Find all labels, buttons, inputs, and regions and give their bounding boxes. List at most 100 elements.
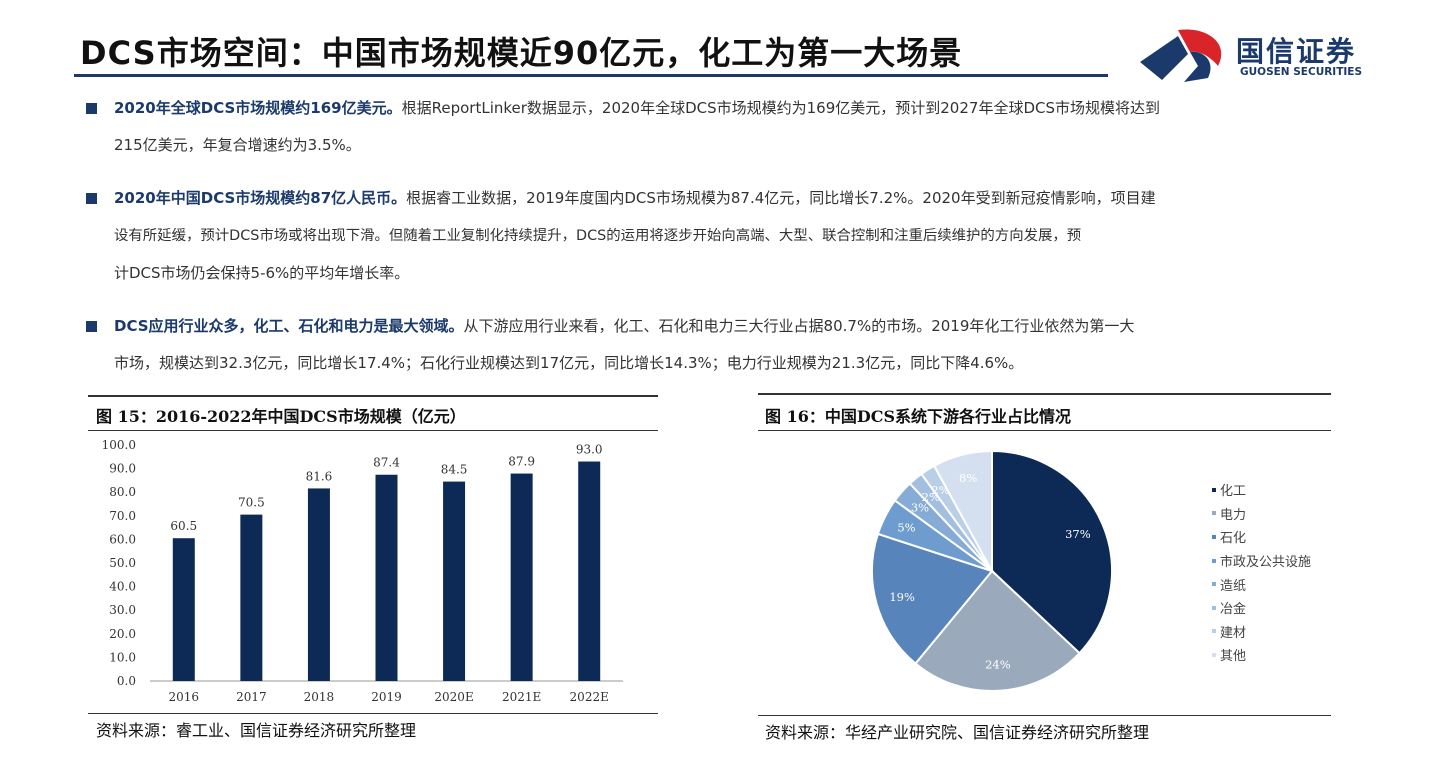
figure16-title: 图 16：中国DCS系统下游各行业占比情况 <box>765 407 1072 426</box>
legend-item: 电力 <box>1212 502 1311 526</box>
legend-swatch <box>1212 629 1216 634</box>
y-tick-label: 90.0 <box>109 462 136 476</box>
legend-item: 市政及公共设施 <box>1212 549 1311 573</box>
bar <box>240 514 263 681</box>
pie-slice <box>991 449 1113 655</box>
bullet-marker <box>86 321 97 332</box>
legend-swatch <box>1212 534 1216 539</box>
legend-label: 造纸 <box>1220 578 1247 594</box>
paragraph-line: 根据睿工业数据，2019年度国内DCS市场规模为87.4亿元，同比增长7.2%。… <box>406 189 1156 207</box>
pie-slice-label: 37% <box>1065 527 1091 541</box>
paragraph-applications: DCS应用行业众多，化工、石化和电力是最大领域。从下游应用行业来看，化工、石化和… <box>114 308 1329 382</box>
paragraph-highlight: 2020年全球DCS市场规模约169亿美元。 <box>114 99 402 117</box>
pie-slice <box>932 449 993 572</box>
bar <box>443 481 466 681</box>
y-tick-label: 0.0 <box>117 674 136 688</box>
bar-value-label: 84.5 <box>441 463 468 477</box>
figure16-source: 资料来源：华经产业研究院、国信证券经济研究所整理 <box>765 723 1150 742</box>
bar <box>307 488 330 681</box>
paragraph-highlight: DCS应用行业众多，化工、石化和电力是最大领域。 <box>114 317 464 335</box>
paragraph-china-market: 2020年中国DCS市场规模约87亿人民币。根据睿工业数据，2019年度国内DC… <box>114 180 1329 292</box>
legend-swatch <box>1212 511 1216 516</box>
bar-value-label: 87.9 <box>508 455 535 469</box>
y-tick-label: 10.0 <box>109 650 136 664</box>
y-tick-label: 30.0 <box>109 603 136 617</box>
bar-value-label: 70.5 <box>238 496 265 510</box>
legend-swatch <box>1212 558 1216 563</box>
pie-slice <box>914 569 1081 692</box>
figure15-top-rule <box>88 395 658 397</box>
bar <box>172 538 195 681</box>
legend-item: 化工 <box>1212 478 1311 502</box>
legend-item: 其他 <box>1212 643 1311 667</box>
pie-slice-label: 24% <box>985 657 1011 671</box>
y-tick-label: 50.0 <box>109 556 136 570</box>
legend-item: 建材 <box>1212 620 1311 644</box>
y-tick-label: 60.0 <box>109 532 136 546</box>
logo-name-en: GUOSEN SECURITIES <box>1240 66 1363 78</box>
figure15-title: 图 15：2016-2022年中国DCS市场规模（亿元） <box>96 407 466 426</box>
x-tick-label: 2017 <box>236 690 267 704</box>
figure16-legend: 化工电力石化市政及公共设施 造纸冶金建材其他 <box>1212 478 1311 667</box>
pie-slice-label: 8% <box>959 471 977 485</box>
bar-value-label: 60.5 <box>170 519 197 533</box>
pie-slice <box>871 532 994 665</box>
x-tick-label: 2016 <box>169 690 200 704</box>
legend-swatch <box>1212 582 1216 587</box>
legend-swatch <box>1212 487 1216 492</box>
legend-label: 电力 <box>1220 507 1247 523</box>
x-tick-label: 2019 <box>371 690 402 704</box>
figure15-title-rule <box>88 430 658 431</box>
y-tick-label: 20.0 <box>109 627 136 641</box>
y-tick-label: 40.0 <box>109 580 136 594</box>
bar-value-label: 81.6 <box>306 469 333 483</box>
bar-value-label: 87.4 <box>373 456 400 470</box>
x-tick-label: 2021E <box>502 690 541 704</box>
legend-swatch <box>1212 605 1216 610</box>
figure16-pie-chart: 37%24%19%5%3%2%2%8% <box>871 449 1113 692</box>
legend-label: 市政及公共设施 <box>1220 555 1312 571</box>
figure15-bar-chart: 0.0 10.0 20.0 30.0 40.0 50.0 60.0 70.0 80.0 90.0 1… <box>102 438 623 704</box>
bar <box>375 474 398 681</box>
bullet-marker <box>86 103 97 114</box>
bullet-marker <box>86 193 97 204</box>
bar <box>578 461 601 681</box>
paragraph-line: 215亿美元，年复合增速约为3.5%。 <box>114 136 361 154</box>
x-tick-label: 2018 <box>304 690 335 704</box>
y-tick-label: 70.0 <box>109 509 136 523</box>
pie-slice-label: 5% <box>897 520 915 534</box>
legend-label: 建材 <box>1220 625 1247 641</box>
legend-label: 石化 <box>1220 531 1247 547</box>
paragraph-highlight: 2020年中国DCS市场规模约87亿人民币。 <box>114 189 407 207</box>
bar-value-label: 93.0 <box>576 443 603 457</box>
paragraph-global-market: 2020年全球DCS市场规模约169亿美元。根据ReportLinker数据显示… <box>114 90 1329 164</box>
figure16-bottom-rule <box>758 715 1331 716</box>
figure16-title-rule <box>758 430 1331 431</box>
x-tick-label: 2020E <box>434 690 473 704</box>
figure16-top-rule <box>758 393 1331 395</box>
x-tick-label: 2022E <box>570 690 609 704</box>
legend-item: 造纸 <box>1212 572 1311 596</box>
legend-item: 石化 <box>1212 525 1311 549</box>
paragraph-line: 市场，规模达到32.3亿元，同比增长17.4%；石化行业规模达到17亿元，同比增… <box>114 354 1024 372</box>
legend-item: 冶金 <box>1212 596 1311 620</box>
guosen-logo-icon <box>1140 29 1222 82</box>
bar <box>510 473 533 681</box>
pie-slice-label: 19% <box>889 590 915 604</box>
figure15-bottom-rule <box>88 713 658 714</box>
legend-label: 其他 <box>1220 649 1247 665</box>
logo-name-cn: 国信证券 <box>1236 35 1357 68</box>
paragraph-line: 设有所延缓，预计DCS市场或将出现下滑。但随着工业复制化持续提升，DCS的运用将… <box>114 228 1082 244</box>
figure15-source: 资料来源：睿工业、国信证券经济研究所整理 <box>96 721 417 740</box>
page-title: DCS市场空间：中国市场规模近90亿元，化工为第一大场景 <box>80 34 963 72</box>
pie-slice-label: 3% <box>911 501 929 515</box>
legend-label: 冶金 <box>1220 602 1247 618</box>
paragraph-line: 从下游应用行业来看，化工、石化和电力三大行业占据80.7%的市场。2019年化工… <box>463 317 1135 335</box>
legend-label: 化工 <box>1220 484 1247 500</box>
y-tick-label: 100.0 <box>102 438 136 452</box>
paragraph-line: 计DCS市场仍会保持5-6%的平均年增长率。 <box>114 264 410 282</box>
legend-swatch <box>1212 652 1216 657</box>
title-underline <box>74 74 1108 77</box>
paragraph-line: 根据ReportLinker数据显示，2020年全球DCS市场规模约为169亿美… <box>401 99 1160 117</box>
y-tick-label: 80.0 <box>109 485 136 499</box>
